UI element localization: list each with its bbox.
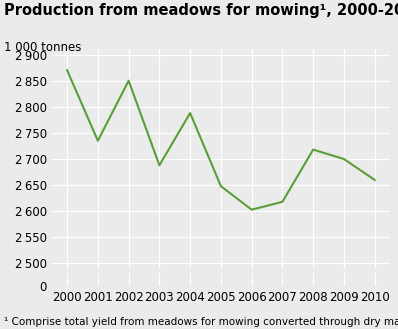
Text: ¹ Comprise total yield from meadows for mowing converted through dry matter into: ¹ Comprise total yield from meadows for … (4, 317, 398, 327)
Text: Production from meadows for mowing¹, 2000-2010. 1 000 tonnes: Production from meadows for mowing¹, 200… (4, 3, 398, 18)
Text: 1 000 tonnes: 1 000 tonnes (4, 41, 81, 54)
